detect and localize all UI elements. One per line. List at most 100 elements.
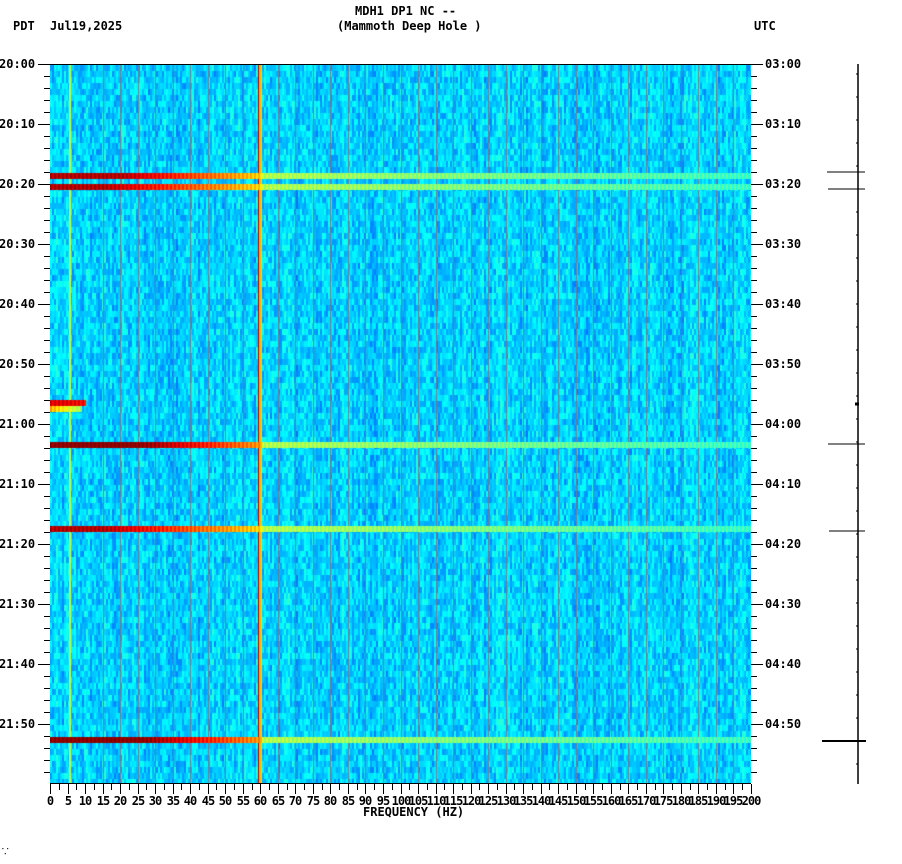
y-tick-left	[38, 664, 50, 665]
x-tick-label: 80	[323, 794, 337, 808]
x-tick	[252, 784, 253, 790]
y-tick-label-left: 20:50	[0, 357, 36, 371]
y-tick-left	[38, 124, 50, 125]
x-tick-label: 95	[376, 794, 390, 808]
y-tick-right	[751, 640, 757, 641]
y-tick-right	[751, 376, 757, 377]
y-tick-label-left: 21:10	[0, 477, 36, 491]
y-tick-left	[44, 616, 50, 617]
y-tick-left	[44, 640, 50, 641]
y-tick-right	[751, 244, 763, 245]
x-tick	[304, 784, 305, 790]
x-tick	[278, 784, 279, 794]
y-tick-left	[44, 88, 50, 89]
x-tick	[129, 784, 130, 790]
y-tick-right	[751, 448, 757, 449]
x-tick-label: 115	[443, 794, 464, 808]
y-tick-left	[44, 340, 50, 341]
y-tick-right	[751, 520, 757, 521]
y-tick-label-right: 03:10	[765, 117, 802, 131]
x-tick	[85, 784, 86, 794]
x-tick	[611, 784, 612, 794]
y-tick-right	[751, 724, 763, 725]
x-axis-line	[50, 783, 751, 784]
x-tick	[681, 784, 682, 794]
y-tick-left	[44, 736, 50, 737]
y-tick-right	[751, 136, 757, 137]
y-tick-right	[751, 364, 763, 365]
x-tick	[392, 784, 393, 790]
x-tick	[672, 784, 673, 790]
x-tick	[120, 784, 121, 794]
x-tick	[103, 784, 104, 794]
spectrogram-plot	[50, 64, 751, 784]
y-tick-right	[751, 628, 757, 629]
y-tick-right	[751, 220, 757, 221]
x-tick	[514, 784, 515, 790]
y-tick-left	[44, 520, 50, 521]
y-tick-right	[751, 76, 757, 77]
x-tick	[146, 784, 147, 790]
y-tick-right	[751, 412, 757, 413]
timezone-left-label: PDT	[13, 19, 35, 33]
y-tick-left	[44, 436, 50, 437]
y-tick-right	[751, 580, 757, 581]
y-tick-left	[38, 724, 50, 725]
x-tick-label: 110	[426, 794, 447, 808]
y-tick-right	[751, 172, 757, 173]
y-tick-left	[44, 328, 50, 329]
x-tick-label: 85	[341, 794, 355, 808]
y-tick-left	[44, 292, 50, 293]
y-tick-right	[751, 424, 763, 425]
y-tick-left	[44, 568, 50, 569]
y-tick-label-left: 20:20	[0, 177, 36, 191]
x-tick-label: 55	[236, 794, 250, 808]
y-tick-right	[751, 760, 757, 761]
x-tick	[532, 784, 533, 790]
x-tick	[155, 784, 156, 794]
x-tick	[234, 784, 235, 790]
x-tick-label: 145	[548, 794, 569, 808]
y-tick-label-right: 03:20	[765, 177, 802, 191]
y-tick-right	[751, 304, 763, 305]
y-tick-right	[751, 256, 757, 257]
x-tick	[59, 784, 60, 790]
x-tick	[742, 784, 743, 790]
x-tick-label: 0	[46, 794, 54, 808]
y-tick-left	[38, 604, 50, 605]
x-tick-label: 10	[78, 794, 92, 808]
x-tick-label: 20	[113, 794, 127, 808]
x-tick-label: 150	[566, 794, 587, 808]
y-tick-right	[751, 748, 757, 749]
x-tick	[444, 784, 445, 790]
y-tick-right	[751, 616, 757, 617]
y-tick-left	[44, 256, 50, 257]
x-tick-label: 30	[148, 794, 162, 808]
y-tick-right	[751, 652, 757, 653]
y-tick-left	[44, 496, 50, 497]
y-tick-label-right: 04:00	[765, 417, 802, 431]
x-tick	[330, 784, 331, 794]
x-tick-label: 140	[531, 794, 552, 808]
y-tick-right	[751, 556, 757, 557]
y-tick-left	[38, 484, 50, 485]
x-tick	[541, 784, 542, 794]
x-tick-label: 160	[601, 794, 622, 808]
x-tick	[593, 784, 594, 794]
y-tick-right	[751, 208, 757, 209]
x-tick	[216, 784, 217, 790]
y-tick-right	[751, 292, 757, 293]
x-tick	[620, 784, 621, 790]
x-tick	[68, 784, 69, 794]
y-tick-label-left: 21:40	[0, 657, 36, 671]
x-tick-label: 40	[183, 794, 197, 808]
y-tick-left	[44, 280, 50, 281]
x-tick	[471, 784, 472, 794]
y-tick-left	[44, 712, 50, 713]
y-tick-left	[44, 220, 50, 221]
x-tick-label: 180	[671, 794, 692, 808]
x-tick-label: 190	[706, 794, 727, 808]
y-tick-label-left: 20:10	[0, 117, 36, 131]
x-tick	[628, 784, 629, 794]
y-tick-right	[751, 184, 763, 185]
